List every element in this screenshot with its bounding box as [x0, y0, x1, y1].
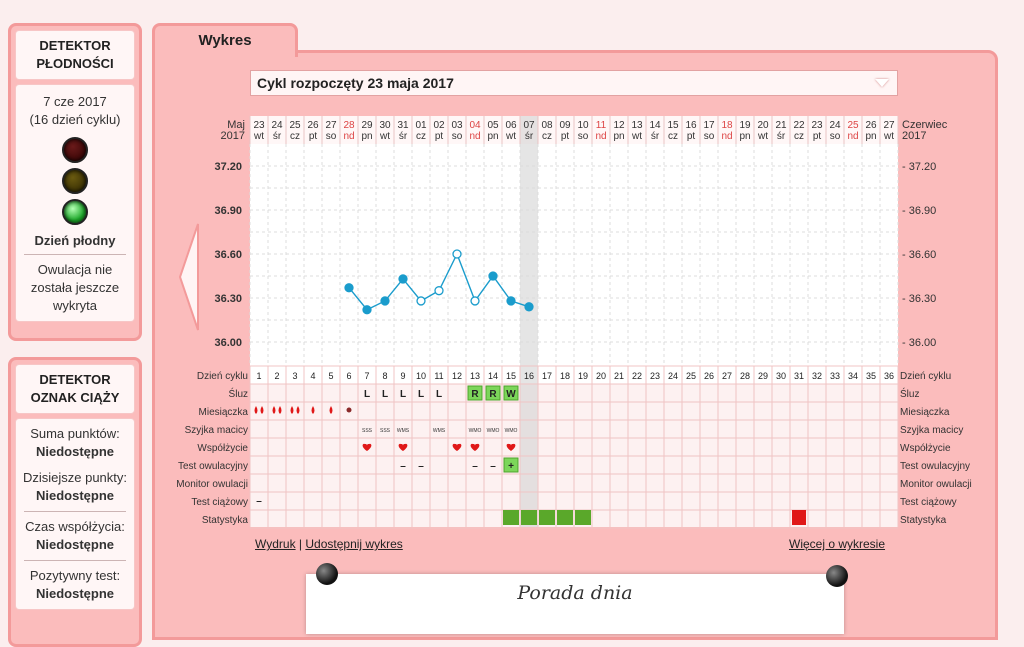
tip-title: Porada dnia: [517, 582, 633, 604]
previous-cycle-arrow-icon[interactable]: [178, 222, 200, 332]
cycle-select[interactable]: Cykl rozpoczęty 23 maja 2017: [250, 70, 898, 96]
pregnancy-detector-card: DETEKTOR OZNAK CIĄŻY Suma punktów: Niedo…: [8, 357, 142, 647]
fertility-detector-card: DETEKTOR PŁODNOŚCI 7 cze 2017 (16 dzień …: [8, 23, 142, 341]
traffic-light-icon: [60, 137, 90, 225]
pregnancy-item: Dzisiejsze punkty: Niedostępne: [22, 470, 128, 503]
more-about-chart: Więcej o wykresie: [789, 537, 885, 551]
pregnancy-item: Pozytywny test: Niedostępne: [29, 568, 121, 601]
pushpin-icon: [316, 563, 338, 585]
share-chart-link[interactable]: Udostępnij wykres: [305, 537, 403, 551]
chart-panel: [152, 50, 998, 640]
chart-links: Wydruk | Udostępnij wykres: [255, 537, 403, 551]
fertility-detector-title: DETEKTOR PŁODNOŚCI: [15, 30, 135, 80]
pregnancy-detector-title: DETEKTOR OZNAK CIĄŻY: [15, 364, 135, 414]
tab-chart[interactable]: Wykres: [152, 23, 298, 57]
pregnancy-item: Suma punktów: Niedostępne: [30, 426, 120, 459]
current-date: 7 cze 2017: [43, 94, 107, 109]
pushpin-icon: [826, 565, 848, 587]
fertility-status: Dzień płodny: [34, 233, 116, 248]
tip-of-the-day-card: Porada dnia: [306, 574, 844, 634]
cycle-day: (16 dzień cyklu): [29, 112, 121, 127]
ovulation-note: Owulacja nie została jeszcze wykryta: [30, 262, 120, 313]
chevron-down-icon: [875, 79, 889, 87]
more-about-chart-link[interactable]: Więcej o wykresie: [789, 537, 886, 551]
print-link[interactable]: Wydruk: [255, 537, 296, 551]
pregnancy-item: Czas współżycia: Niedostępne: [25, 519, 125, 552]
